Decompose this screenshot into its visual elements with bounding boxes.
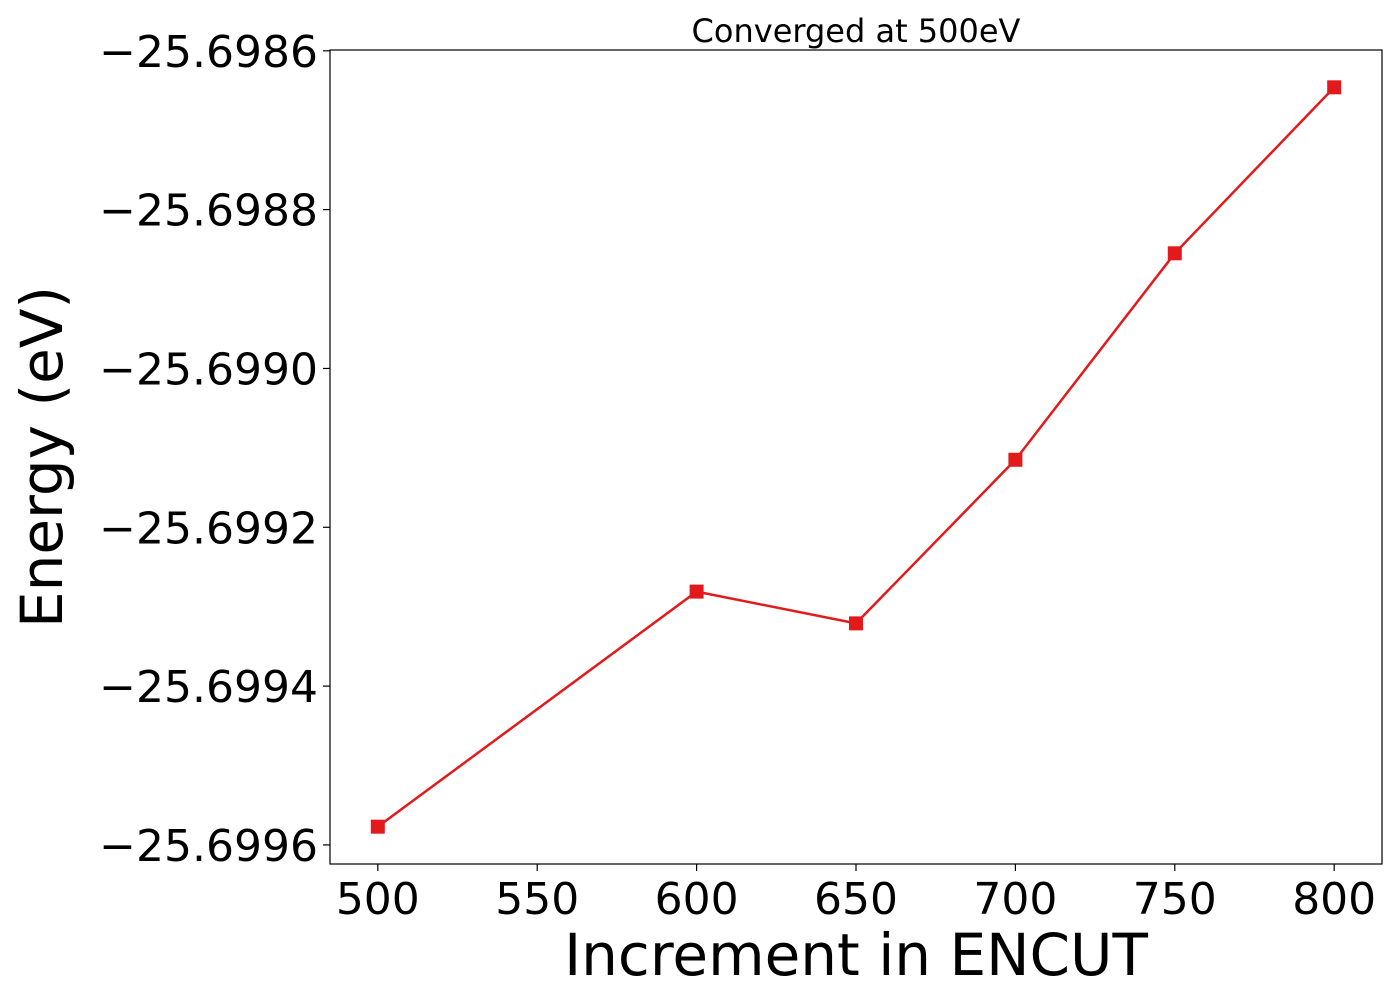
- marker: [370, 819, 385, 834]
- x-tick-label: 600: [655, 874, 739, 925]
- y-tick-label: −25.6992: [99, 503, 318, 554]
- x-tick-label: 650: [814, 874, 898, 925]
- y-tick-label: −25.6990: [99, 344, 318, 395]
- y-axis-label: Energy (eV): [8, 286, 76, 628]
- y-tick-label: −25.6988: [99, 186, 318, 237]
- marker: [1008, 452, 1023, 467]
- x-axis-label: Increment in ENCUT: [564, 921, 1148, 989]
- x-tick-label: 500: [336, 874, 420, 925]
- marker: [1327, 80, 1342, 95]
- chart-title: Converged at 500eV: [692, 12, 1021, 50]
- marker: [849, 616, 863, 631]
- y-tick-label: −25.6994: [99, 662, 318, 713]
- x-tick-label: 800: [1292, 874, 1376, 925]
- y-tick-label: −25.6996: [99, 821, 318, 872]
- marker: [1167, 246, 1182, 261]
- marker: [689, 584, 704, 599]
- x-tick-label: 750: [1133, 874, 1217, 925]
- line-path: [377, 86, 1336, 828]
- y-tick-label: −25.6986: [99, 27, 318, 78]
- x-tick-label: 700: [973, 874, 1057, 925]
- x-tick-label: 550: [495, 874, 579, 925]
- plot-frame: [329, 49, 1383, 865]
